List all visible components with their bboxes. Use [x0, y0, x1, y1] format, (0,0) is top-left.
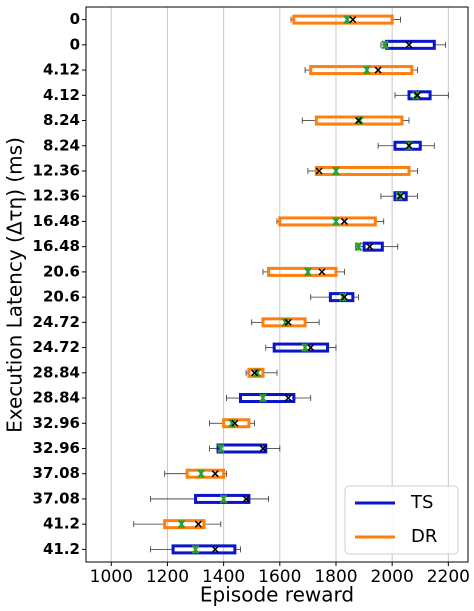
legend-frame — [344, 485, 459, 555]
box — [362, 241, 384, 252]
y-tick-label: 24.72 — [33, 313, 80, 331]
median-marker — [349, 16, 357, 24]
mean-marker — [177, 519, 186, 529]
y-tick-label: 24.72 — [33, 338, 80, 356]
legend-label: DR — [411, 526, 437, 547]
median-marker — [374, 66, 382, 74]
mean-marker — [356, 115, 364, 126]
box — [222, 418, 251, 429]
median-marker — [397, 192, 405, 200]
mean-marker — [217, 443, 225, 454]
legend-label: TS — [410, 492, 433, 513]
median-marker — [284, 394, 292, 402]
mean-marker — [354, 242, 363, 252]
box — [292, 14, 394, 25]
box — [309, 65, 414, 76]
mean-marker — [363, 65, 371, 75]
median-marker — [413, 91, 421, 99]
mean-marker — [395, 191, 403, 201]
mean-marker — [332, 166, 340, 176]
mean-marker — [304, 267, 312, 277]
median-marker — [284, 318, 292, 326]
y-tick-label: 41.2 — [43, 515, 80, 533]
median-marker — [231, 419, 239, 427]
median-marker — [259, 444, 267, 453]
box — [238, 393, 296, 404]
median-marker — [318, 268, 326, 276]
y-tick-label: 28.84 — [33, 363, 80, 381]
y-tick-label: 16.48 — [33, 212, 80, 230]
box — [385, 39, 436, 50]
y-tick-label: 20.6 — [43, 288, 80, 306]
y-axis-label: Execution Latency (Δτη) (ms) — [3, 137, 27, 433]
mean-marker — [191, 544, 200, 554]
y-tick-label: 12.36 — [33, 187, 80, 205]
mean-marker — [381, 40, 389, 50]
box — [171, 544, 237, 555]
x-axis-label: Episode reward — [200, 583, 354, 607]
y-tick-label: 0 — [70, 35, 80, 53]
mean-marker — [219, 494, 228, 504]
mean-marker — [259, 393, 267, 403]
mean-marker — [343, 15, 352, 25]
median-marker — [366, 243, 374, 251]
median-marker — [307, 344, 315, 352]
y-tick-label: 41.2 — [43, 540, 80, 558]
box — [216, 443, 268, 454]
median-marker — [315, 167, 323, 175]
y-tick-label: 32.96 — [33, 414, 80, 432]
plot-frame — [85, 6, 469, 563]
y-tick-label: 8.24 — [43, 111, 80, 129]
box — [267, 266, 338, 277]
x-tick-label: 2200 — [427, 567, 470, 587]
y-tick-label: 4.12 — [43, 61, 80, 79]
median-marker — [250, 369, 259, 377]
median-marker — [211, 470, 219, 478]
x-tick-label: 1200 — [146, 567, 189, 587]
mean-marker — [332, 216, 340, 227]
y-tick-label: 20.6 — [43, 262, 80, 280]
y-tick-label: 37.08 — [33, 489, 80, 507]
box — [272, 342, 330, 353]
y-tick-label: 32.96 — [33, 439, 80, 457]
box — [314, 165, 411, 176]
median-marker — [194, 520, 202, 528]
x-tick-label: 1800 — [314, 567, 357, 587]
y-tick-label: 8.24 — [43, 136, 80, 154]
mean-marker — [301, 342, 309, 353]
median-marker — [242, 495, 250, 503]
median-marker — [340, 293, 348, 301]
x-tick-label: 1600 — [258, 567, 301, 587]
median-marker — [211, 545, 219, 553]
mean-marker — [412, 90, 420, 100]
y-tick-label: 37.08 — [33, 464, 80, 482]
y-tick-label: 12.36 — [33, 161, 80, 179]
mean-marker — [197, 469, 205, 479]
y-tick-label: 4.12 — [43, 86, 80, 104]
y-tick-label: 28.84 — [33, 389, 80, 407]
median-marker — [354, 116, 362, 125]
box — [185, 468, 226, 479]
median-marker — [405, 41, 413, 49]
x-tick-label: 1400 — [202, 567, 245, 587]
y-tick-label: 16.48 — [33, 237, 80, 255]
mean-marker — [339, 292, 347, 302]
y-tick-label: 0 — [70, 10, 80, 28]
x-tick-label: 1000 — [90, 567, 133, 587]
x-tick-label: 2000 — [371, 567, 414, 587]
box — [278, 216, 377, 227]
median-marker — [405, 142, 413, 150]
median-marker — [340, 217, 348, 225]
